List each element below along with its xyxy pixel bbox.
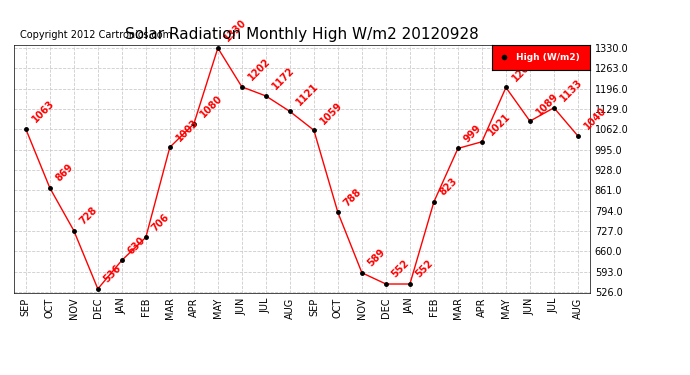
Text: 1202: 1202 [246,57,272,83]
Text: 823: 823 [438,176,460,198]
Text: 999: 999 [462,123,484,144]
Text: 788: 788 [342,187,364,208]
Text: 589: 589 [366,247,388,268]
Text: 706: 706 [150,212,171,233]
Text: 1003: 1003 [174,117,200,143]
Text: 536: 536 [102,263,124,285]
Text: 1172: 1172 [270,66,296,92]
Text: Copyright 2012 Cartronics.com: Copyright 2012 Cartronics.com [19,30,172,40]
Text: 1059: 1059 [318,100,344,126]
Title: Solar Radiation Monthly High W/m2 20120928: Solar Radiation Monthly High W/m2 201209… [125,27,479,42]
Text: 552: 552 [414,258,435,280]
Text: 1063: 1063 [30,99,56,125]
Text: 552: 552 [390,258,411,280]
Text: 1200: 1200 [510,57,536,83]
Text: 1121: 1121 [294,81,320,107]
Text: 1133: 1133 [558,78,584,104]
Text: 1080: 1080 [198,93,224,120]
Text: 1089: 1089 [534,91,560,117]
Text: 728: 728 [78,205,99,226]
Text: 1040: 1040 [582,106,609,132]
Text: 630: 630 [126,235,148,256]
Text: 1021: 1021 [486,111,512,138]
Text: 869: 869 [54,162,75,184]
Text: 1330: 1330 [222,18,248,44]
